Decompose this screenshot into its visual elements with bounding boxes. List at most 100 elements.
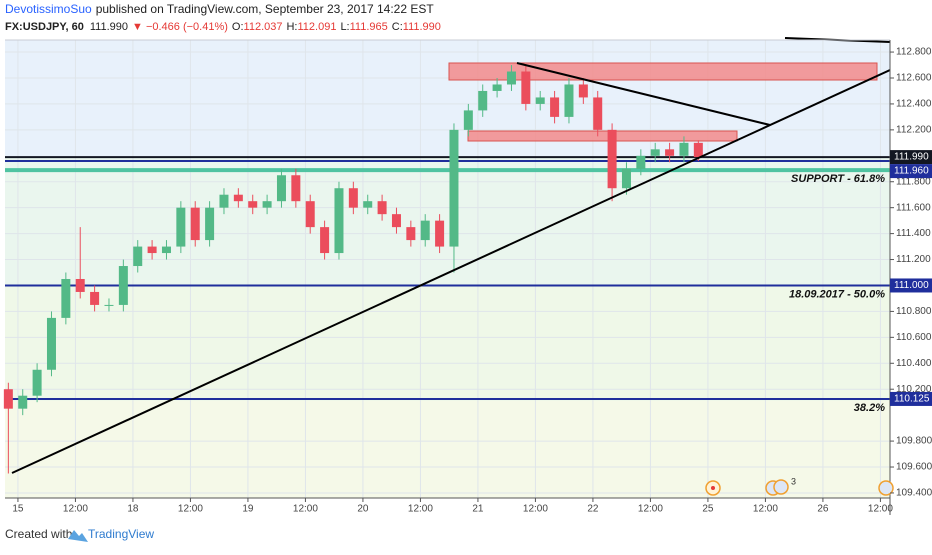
candle-body <box>348 188 358 208</box>
header-line: DevotissimoSuo published on TradingView.c… <box>5 2 434 16</box>
author[interactable]: DevotissimoSuo <box>5 2 92 16</box>
candle-body <box>46 317 56 370</box>
candle-body <box>665 149 675 156</box>
last-price: 111.990 <box>90 21 128 33</box>
candle-body <box>363 201 373 208</box>
title: published on TradingView.com, September … <box>96 2 435 16</box>
x-tick-label: 12:00 <box>753 504 778 515</box>
footer-brand[interactable]: TradingView <box>88 527 154 541</box>
x-tick-label: 12:00 <box>868 504 893 515</box>
footer-created: Created with <box>5 527 72 541</box>
y-tick-label: 112.400 <box>896 99 932 110</box>
trend-line <box>11 69 891 474</box>
x-tick-label: 19 <box>242 504 254 515</box>
y-tick-label: 111.400 <box>896 228 931 239</box>
candle-body <box>219 194 229 208</box>
event-icon[interactable] <box>878 480 894 496</box>
event-dot <box>711 486 715 490</box>
trend-line <box>516 62 771 126</box>
x-tick-label: 12:00 <box>523 504 548 515</box>
resistance-zone <box>467 130 738 142</box>
price-label-box <box>890 150 932 165</box>
candle-body <box>291 175 301 202</box>
candle-body <box>449 129 459 247</box>
ohlc-value: 112.037 <box>244 21 283 33</box>
candle-body <box>607 129 617 189</box>
x-tick-label: 18 <box>127 504 139 515</box>
candle-body <box>377 201 387 215</box>
y-tick-label: 111.200 <box>896 254 931 265</box>
y-tick-label: 112.600 <box>896 73 932 84</box>
zone-blue <box>5 40 890 157</box>
candle-body <box>305 201 315 228</box>
candle-body <box>133 246 143 267</box>
x-tick-label: 21 <box>472 504 484 515</box>
candle-body <box>61 278 71 318</box>
candle-body <box>406 227 416 241</box>
x-tick-label: 25 <box>702 504 714 515</box>
y-tick-label: 109.400 <box>896 488 932 499</box>
event-icon[interactable] <box>773 479 789 495</box>
candle-body <box>104 304 114 306</box>
y-tick-label: 110.400 <box>896 358 932 369</box>
candle-body <box>564 84 574 117</box>
zone-green <box>5 157 890 285</box>
candle-body <box>334 188 344 254</box>
ohlc-value: 111.965 <box>350 21 388 33</box>
zone-light-green <box>5 285 890 401</box>
price-label: 111.990 <box>894 152 929 163</box>
candle-body <box>621 168 631 189</box>
candle-body <box>205 207 215 241</box>
price-change: ▼ −0.466 (−0.41%) <box>132 21 228 33</box>
x-tick-label: 20 <box>357 504 369 515</box>
candle-body <box>320 227 330 254</box>
x-tick-label: 12:00 <box>178 504 203 515</box>
candle-body <box>550 97 560 117</box>
grid <box>5 40 890 498</box>
x-tick-label: 12:00 <box>408 504 433 515</box>
candle-body <box>693 142 703 158</box>
y-tick-label: 111.800 <box>896 176 931 187</box>
y-tick-label: 110.800 <box>896 306 932 317</box>
ohlc-label: C: <box>392 21 403 33</box>
ohlc-label: O: <box>232 21 244 33</box>
candle-body <box>679 142 689 156</box>
symbol: FX:USDJPY, 60 <box>5 21 84 33</box>
ohlc-value: 112.091 <box>297 21 336 33</box>
level-text: 38.2% <box>854 402 885 414</box>
x-tick-label: 22 <box>587 504 599 515</box>
x-tick-label: 12:00 <box>293 504 318 515</box>
candle-body <box>420 220 430 241</box>
quote-line: FX:USDJPY, 60 111.990 ▼ −0.466 (−0.41%) O:1… <box>5 21 441 33</box>
y-tick-label: 110.200 <box>896 384 932 395</box>
candle-body <box>176 207 186 247</box>
candle-body <box>593 97 603 130</box>
candle-body <box>75 278 85 292</box>
candle-body <box>233 194 243 202</box>
candle-body <box>636 155 646 169</box>
event-count: 3 <box>791 476 796 486</box>
x-tick-label: 12:00 <box>638 504 663 515</box>
x-tick-label: 12:00 <box>63 504 88 515</box>
candle-body <box>90 291 100 305</box>
candle-body <box>161 246 171 254</box>
candle-body <box>147 246 157 254</box>
candle-body <box>492 84 502 91</box>
price-label: 111.000 <box>894 280 929 291</box>
zone-yellow <box>5 401 890 498</box>
candle-body <box>650 149 660 156</box>
candle-body <box>18 395 28 409</box>
candle-body <box>118 266 128 305</box>
candle-body <box>506 71 516 85</box>
y-tick-label: 109.800 <box>896 436 932 447</box>
ohlc-label: L: <box>340 21 349 33</box>
x-tick-label: 26 <box>817 504 829 515</box>
candle-body <box>190 207 200 241</box>
ohlc-label: H: <box>286 21 297 33</box>
y-tick-label: 112.200 <box>896 125 932 136</box>
candle-body <box>3 389 13 409</box>
levels: SUPPORT - 61.8% 18.09.2017 - 50.0% 38.2% <box>5 156 890 414</box>
resistance-zone <box>448 62 878 81</box>
